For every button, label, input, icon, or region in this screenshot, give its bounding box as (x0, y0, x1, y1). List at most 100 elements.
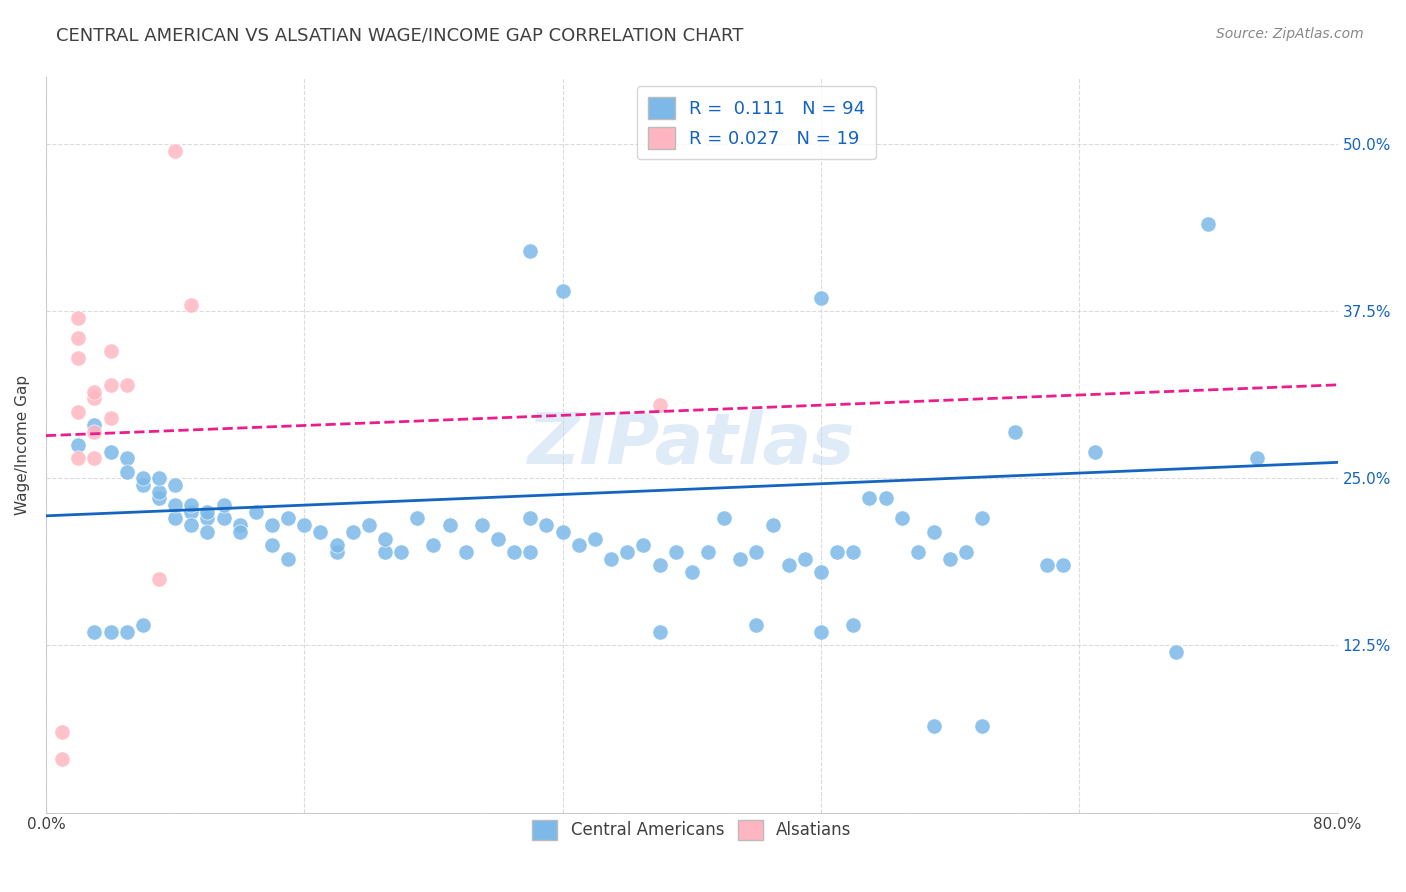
Point (697, 545, 720, 559)
Point (83, 425, 105, 439)
Point (842, 618, 865, 632)
Point (810, 625, 832, 640)
Point (309, 524, 332, 539)
Point (115, 625, 138, 640)
Point (180, 498, 202, 512)
Point (648, 558, 671, 573)
Point (648, 398, 671, 412)
Point (583, 532, 606, 546)
Point (955, 545, 977, 559)
Point (810, 565, 832, 579)
Point (165, 478, 187, 492)
Point (51, 752, 73, 766)
Text: CENTRAL AMERICAN VS ALSATIAN WAGE/INCOME GAP CORRELATION CHART: CENTRAL AMERICAN VS ALSATIAN WAGE/INCOME… (56, 27, 744, 45)
Point (132, 478, 155, 492)
Point (406, 511, 429, 525)
Point (1036, 558, 1059, 573)
Point (51, 725, 73, 739)
Point (228, 524, 250, 539)
Text: ZIPatlas: ZIPatlas (529, 410, 855, 480)
Point (115, 451, 138, 466)
Point (665, 545, 688, 559)
Point (1004, 425, 1026, 439)
Point (100, 344, 122, 359)
Point (1246, 451, 1268, 466)
Point (67, 351, 90, 365)
Point (260, 538, 283, 552)
Point (325, 545, 347, 559)
Point (519, 511, 541, 525)
Point (972, 719, 994, 733)
Point (165, 144, 187, 158)
Point (713, 511, 735, 525)
Point (939, 551, 962, 566)
Point (536, 518, 558, 533)
Point (761, 518, 783, 533)
Legend: R =  0.111   N = 94, R = 0.027   N = 19: R = 0.111 N = 94, R = 0.027 N = 19 (637, 87, 876, 160)
Point (165, 498, 187, 512)
Y-axis label: Wage/Income Gap: Wage/Income Gap (15, 375, 30, 515)
Point (67, 451, 90, 466)
Point (374, 545, 396, 559)
Point (728, 551, 751, 566)
Point (389, 545, 412, 559)
Point (454, 545, 477, 559)
Point (422, 538, 444, 552)
Point (132, 618, 155, 632)
Point (1052, 558, 1074, 573)
Point (810, 291, 832, 305)
Point (972, 511, 994, 525)
Point (228, 518, 250, 533)
Point (148, 491, 170, 506)
Point (551, 285, 574, 299)
Point (83, 451, 105, 466)
Point (197, 505, 219, 519)
Point (83, 384, 105, 399)
Point (132, 471, 155, 485)
Point (471, 518, 494, 533)
Point (100, 625, 122, 640)
Point (503, 545, 526, 559)
Point (858, 491, 880, 506)
Point (633, 538, 655, 552)
Point (277, 551, 299, 566)
Point (616, 545, 638, 559)
Point (260, 518, 283, 533)
Point (100, 411, 122, 425)
Point (67, 438, 90, 452)
Point (325, 538, 347, 552)
Point (357, 518, 380, 533)
Point (83, 417, 105, 432)
Point (907, 545, 929, 559)
Point (180, 505, 202, 519)
Point (180, 298, 202, 312)
Point (681, 565, 703, 579)
Point (165, 511, 187, 525)
Text: Source: ZipAtlas.com: Source: ZipAtlas.com (1216, 27, 1364, 41)
Point (890, 511, 912, 525)
Point (519, 545, 541, 559)
Point (519, 244, 541, 259)
Point (922, 524, 945, 539)
Point (1198, 218, 1220, 232)
Point (922, 719, 945, 733)
Point (100, 444, 122, 458)
Point (148, 471, 170, 485)
Point (292, 518, 315, 533)
Point (842, 545, 865, 559)
Point (551, 524, 574, 539)
Point (793, 551, 815, 566)
Point (67, 331, 90, 345)
Point (778, 558, 800, 573)
Point (486, 532, 509, 546)
Point (825, 545, 848, 559)
Point (197, 524, 219, 539)
Point (1166, 645, 1188, 659)
Point (439, 518, 461, 533)
Point (115, 465, 138, 479)
Point (148, 484, 170, 499)
Point (1084, 444, 1107, 458)
Point (212, 511, 235, 525)
Point (83, 391, 105, 405)
Point (67, 311, 90, 326)
